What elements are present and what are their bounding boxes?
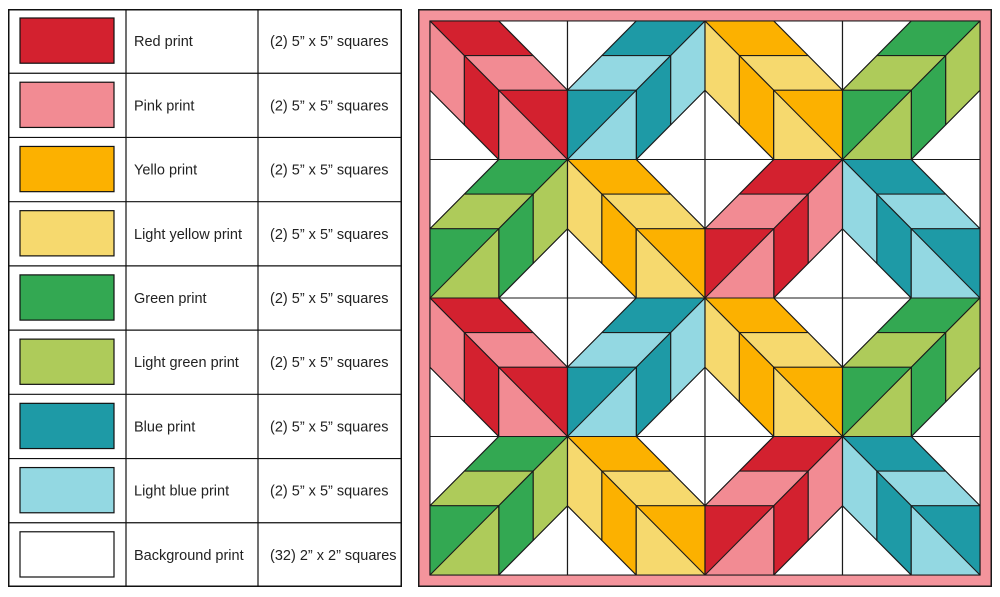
fabric-cut: (32) 2” x 2” squares: [270, 548, 397, 564]
quilt-block-green: [841, 20, 981, 161]
fabric-name: Yello print: [134, 163, 197, 179]
fabric-swatch: [19, 17, 115, 64]
fabric-swatch: [19, 531, 115, 578]
quilt-block-blue: [841, 435, 981, 576]
fabric-swatch: [19, 210, 115, 257]
fabric-name: Pink print: [134, 98, 194, 114]
stripe-piece: [910, 505, 981, 576]
fabric-name: Blue print: [134, 419, 195, 435]
fabric-name: Light blue print: [134, 484, 229, 500]
fabric-swatch: [19, 338, 115, 385]
quilt-block-green: [841, 297, 981, 438]
quilt-block-yellow: [566, 158, 706, 299]
quilt-diagram: [418, 9, 992, 587]
fabric-cut: (2) 5” x 5” squares: [270, 227, 388, 243]
fabric-cut: (2) 5” x 5” squares: [270, 419, 388, 435]
fabric-cut: (2) 5” x 5” squares: [270, 291, 388, 307]
fabric-swatch: [19, 402, 115, 450]
quilt-block-green: [429, 435, 569, 576]
fabric-cut: (2) 5” x 5” squares: [270, 484, 388, 500]
fabric-swatch: [19, 81, 115, 129]
fabric-name: Red print: [134, 34, 193, 50]
quilt-block-blue: [841, 158, 981, 299]
fabric-swatch: [19, 274, 115, 321]
fabric-name: Background print: [134, 548, 244, 564]
fabric-cut: (2) 5” x 5” squares: [270, 163, 388, 179]
quilt-block-yellow: [704, 297, 844, 438]
fabric-cut: (2) 5” x 5” squares: [270, 98, 388, 114]
quilt-block-red: [429, 297, 569, 438]
fabric-name: Green print: [134, 291, 207, 307]
quilt-block-blue: [566, 20, 706, 161]
fabric-legend-table: Red print (2) 5” x 5” squares Pink print (2…: [8, 9, 402, 587]
quilt-block-red: [704, 435, 844, 576]
stripe-piece: [429, 505, 500, 576]
fabric-name: Light yellow print: [134, 227, 242, 243]
quilt-block-green: [429, 158, 569, 299]
quilt-block-blue: [566, 297, 706, 438]
quilt-block-yellow: [704, 20, 844, 161]
quilt-block-red: [429, 20, 569, 161]
quilt-block-yellow: [566, 435, 706, 576]
fabric-cut: (2) 5” x 5” squares: [270, 355, 388, 371]
fabric-swatch: [19, 466, 115, 514]
quilt-block-red: [704, 158, 844, 299]
fabric-cut: (2) 5” x 5” squares: [270, 34, 388, 50]
fabric-swatch: [19, 145, 115, 193]
fabric-name: Light green print: [134, 355, 239, 371]
